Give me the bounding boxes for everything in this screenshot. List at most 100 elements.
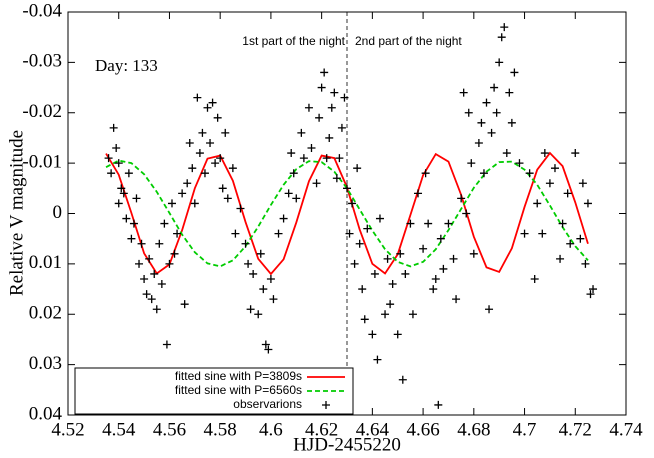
legend-box bbox=[74, 367, 354, 415]
observation bbox=[563, 189, 572, 198]
observation bbox=[317, 83, 326, 92]
observation bbox=[261, 340, 270, 349]
observation bbox=[482, 98, 491, 107]
observation bbox=[434, 400, 443, 409]
observation bbox=[297, 128, 306, 137]
day-label: Day: 133 bbox=[95, 56, 158, 75]
observation bbox=[137, 239, 146, 248]
observation bbox=[345, 229, 354, 238]
observation bbox=[173, 229, 182, 238]
observation bbox=[578, 179, 587, 188]
observation bbox=[502, 149, 511, 158]
observation bbox=[109, 123, 118, 132]
observation bbox=[307, 144, 316, 153]
observation bbox=[492, 108, 501, 117]
observation bbox=[312, 179, 321, 188]
x-tick-label: 4.56 bbox=[153, 419, 186, 440]
observation bbox=[388, 280, 397, 289]
observation bbox=[550, 164, 559, 173]
observation bbox=[165, 259, 174, 268]
y-tick-label: 0.02 bbox=[29, 303, 62, 324]
observation bbox=[335, 154, 344, 163]
x-tick-label: 4.54 bbox=[102, 419, 136, 440]
y-tick-label: 0.04 bbox=[29, 403, 63, 424]
legend-label: fitted sine with P=6560s bbox=[175, 383, 302, 397]
x-tick-label: 4.7 bbox=[513, 419, 537, 440]
observation bbox=[414, 189, 423, 198]
observation bbox=[436, 234, 445, 243]
observation bbox=[581, 259, 590, 268]
observation bbox=[180, 300, 189, 309]
observation bbox=[195, 149, 204, 158]
observation bbox=[157, 280, 166, 289]
observation bbox=[381, 310, 390, 319]
observation bbox=[406, 219, 415, 228]
observation bbox=[505, 88, 514, 97]
observation bbox=[485, 305, 494, 314]
observation bbox=[236, 204, 245, 213]
observation bbox=[216, 154, 225, 163]
observation bbox=[246, 305, 255, 314]
legend-label: observarions bbox=[233, 397, 302, 411]
observation bbox=[386, 300, 395, 309]
observation bbox=[135, 259, 144, 268]
observation bbox=[203, 103, 212, 112]
observation bbox=[320, 68, 329, 77]
observation bbox=[538, 229, 547, 238]
legend-label: fitted sine with P=3809s bbox=[175, 369, 302, 383]
x-tick-label: 4.74 bbox=[609, 419, 643, 440]
observation bbox=[327, 103, 336, 112]
observation bbox=[556, 254, 565, 263]
observation bbox=[315, 113, 324, 122]
observation bbox=[429, 285, 438, 294]
x-tick-label: 4.6 bbox=[259, 419, 283, 440]
observation bbox=[185, 138, 194, 147]
observation bbox=[223, 194, 232, 203]
observation bbox=[241, 239, 250, 248]
observation bbox=[200, 169, 209, 178]
observation bbox=[398, 375, 407, 384]
y-tick-label: -0.04 bbox=[22, 0, 62, 21]
observation bbox=[244, 259, 253, 268]
observation bbox=[160, 219, 169, 228]
x-axis-label: HJD-2455220 bbox=[293, 434, 401, 455]
observation bbox=[589, 285, 598, 294]
observation bbox=[254, 310, 263, 319]
observation bbox=[340, 93, 349, 102]
first-part-label: 1st part of the night bbox=[242, 34, 345, 48]
x-tick-label: 4.62 bbox=[305, 419, 338, 440]
y-axis-label: Relative V magnitude bbox=[6, 130, 27, 296]
legend-swatch bbox=[322, 401, 330, 409]
observation bbox=[533, 199, 542, 208]
observation bbox=[114, 159, 123, 168]
observation bbox=[249, 269, 258, 278]
observation bbox=[487, 128, 496, 137]
observation bbox=[145, 254, 154, 263]
observation bbox=[256, 249, 265, 258]
observation bbox=[419, 244, 428, 253]
observation bbox=[279, 214, 288, 223]
observation bbox=[221, 128, 230, 137]
observation bbox=[401, 269, 410, 278]
observation bbox=[525, 169, 534, 178]
observation bbox=[289, 169, 298, 178]
observation bbox=[299, 154, 308, 163]
observation bbox=[571, 149, 580, 158]
observation bbox=[127, 234, 136, 243]
observation bbox=[304, 103, 313, 112]
observation bbox=[112, 144, 121, 153]
y-tick-label: 0.01 bbox=[29, 252, 62, 273]
x-tick-label: 4.66 bbox=[406, 419, 439, 440]
observation bbox=[444, 219, 453, 228]
y-tick-label: 0 bbox=[53, 202, 63, 223]
observation bbox=[396, 249, 405, 258]
observation bbox=[162, 340, 171, 349]
observation bbox=[117, 184, 126, 193]
observation bbox=[228, 164, 237, 173]
observation bbox=[515, 159, 524, 168]
x-tick-label: 4.58 bbox=[204, 419, 237, 440]
observation bbox=[190, 199, 199, 208]
observation bbox=[170, 249, 179, 258]
observation bbox=[129, 219, 138, 228]
